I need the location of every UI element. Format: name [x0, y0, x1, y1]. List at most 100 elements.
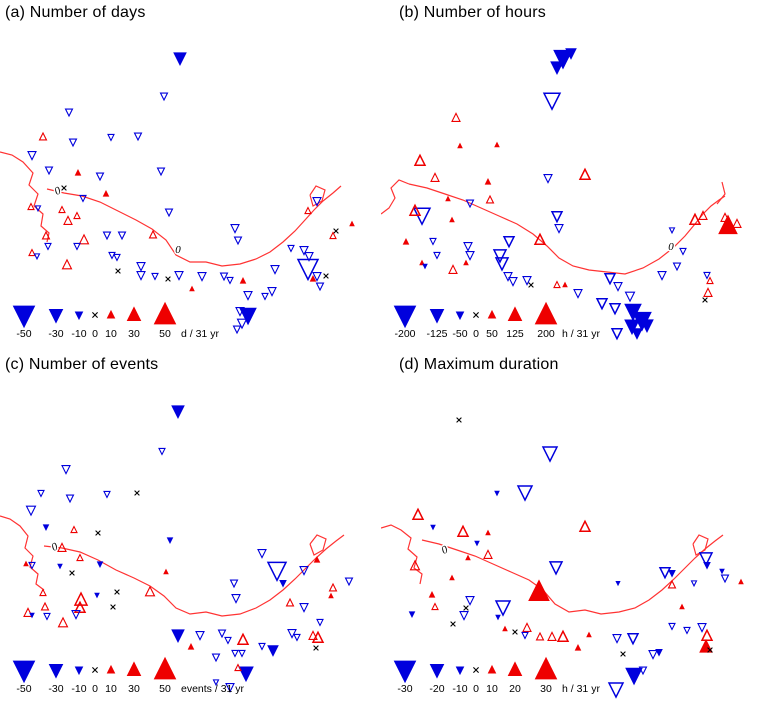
- trend-marker: [445, 195, 451, 202]
- trend-marker: [625, 667, 643, 686]
- trend-marker: [71, 610, 81, 620]
- trend-marker: [672, 262, 682, 272]
- zero-trend-x-marker: [110, 604, 116, 610]
- trend-marker: [658, 567, 672, 580]
- trend-marker: [456, 524, 470, 537]
- trend-marker: [430, 172, 440, 182]
- trend-marker: [688, 212, 702, 225]
- trend-marker: [640, 319, 654, 334]
- trend-marker: [224, 636, 232, 645]
- trend-marker: [226, 276, 234, 285]
- trend-marker: [668, 569, 676, 578]
- trend-marker: [548, 561, 564, 576]
- trend-marker: [612, 634, 622, 644]
- zero-trend-contour: [309, 534, 327, 556]
- trend-marker: [312, 197, 322, 207]
- trend-marker: [431, 602, 439, 611]
- zero-trend-contour: [0, 515, 45, 591]
- trend-marker: [61, 258, 73, 270]
- zero-trend-x-marker: [702, 297, 708, 303]
- trend-marker: [232, 325, 242, 335]
- trend-marker: [257, 549, 267, 559]
- trend-marker: [615, 580, 621, 587]
- zero-trend-contour: [43, 534, 345, 617]
- trend-marker: [309, 275, 317, 282]
- trend-marker: [267, 645, 279, 657]
- trend-marker: [267, 287, 277, 297]
- trend-marker: [195, 631, 205, 641]
- trend-marker: [299, 603, 309, 613]
- trend-marker: [239, 277, 247, 284]
- trend-marker: [44, 242, 52, 251]
- trend-marker: [171, 629, 185, 644]
- trend-marker: [212, 679, 220, 687]
- zero-trend-x-marker: [323, 273, 329, 279]
- trend-marker: [706, 276, 714, 285]
- trend-marker: [697, 623, 707, 633]
- trend-marker: [553, 280, 561, 289]
- trend-marker: [626, 633, 640, 646]
- trend-marker: [158, 447, 166, 456]
- trend-marker: [329, 231, 337, 240]
- trend-marker: [144, 585, 156, 597]
- trend-marker: [102, 190, 110, 197]
- trend-marker: [703, 287, 713, 297]
- trend-marker: [465, 251, 475, 261]
- trend-marker: [156, 167, 166, 177]
- trend-marker: [595, 298, 609, 311]
- trend-marker: [136, 262, 146, 272]
- trend-marker: [502, 625, 508, 632]
- trend-marker: [535, 631, 545, 641]
- trend-marker: [328, 582, 338, 592]
- trend-marker: [698, 552, 714, 567]
- trend-marker: [683, 626, 691, 635]
- trend-marker: [187, 643, 195, 650]
- zero-trend-contour: [716, 181, 726, 205]
- trend-marker: [103, 490, 111, 499]
- trend-marker: [27, 202, 35, 211]
- zero-trend-x-marker: [134, 490, 140, 496]
- trend-marker: [328, 592, 334, 599]
- panel-b: (b) Number of hours: [381, 0, 762, 352]
- trend-marker: [474, 540, 480, 547]
- trend-marker: [624, 319, 640, 336]
- trend-marker: [698, 210, 708, 220]
- trend-marker: [229, 579, 239, 589]
- panel-c: (c) Number of events: [0, 352, 381, 707]
- trend-marker: [607, 682, 625, 699]
- trend-marker: [243, 291, 253, 301]
- trend-marker: [608, 303, 622, 316]
- trend-marker: [57, 542, 67, 552]
- trend-marker: [409, 559, 421, 571]
- trend-marker: [720, 212, 730, 222]
- trend-marker: [29, 612, 35, 619]
- zero-trend-contour: [309, 185, 326, 207]
- panel-c-title: (c) Number of events: [5, 356, 159, 373]
- trend-marker: [718, 214, 738, 235]
- zero-trend-x-marker: [333, 228, 339, 234]
- zero-contour-label: 0: [440, 543, 451, 556]
- trend-marker: [117, 231, 127, 241]
- trend-marker: [422, 263, 428, 270]
- zero-trend-x-marker: [456, 417, 462, 423]
- trend-marker: [41, 230, 51, 240]
- trend-marker: [236, 318, 248, 330]
- trend-marker: [408, 203, 422, 216]
- zero-trend-x-marker: [69, 570, 75, 576]
- canada-map-a: 00: [0, 52, 355, 335]
- trend-marker: [574, 644, 582, 651]
- trend-marker: [408, 611, 416, 618]
- trend-marker: [94, 592, 100, 599]
- trend-marker: [457, 142, 463, 149]
- trend-marker: [732, 218, 742, 228]
- trend-marker: [433, 251, 441, 260]
- trend-marker: [113, 253, 121, 262]
- trend-marker: [61, 465, 71, 475]
- trend-marker: [485, 194, 495, 204]
- zero-trend-x-marker: [61, 185, 67, 191]
- trend-marker: [174, 271, 184, 281]
- trend-marker: [719, 568, 725, 575]
- trend-marker: [449, 216, 455, 223]
- trend-marker: [550, 61, 564, 76]
- trend-marker: [521, 631, 529, 640]
